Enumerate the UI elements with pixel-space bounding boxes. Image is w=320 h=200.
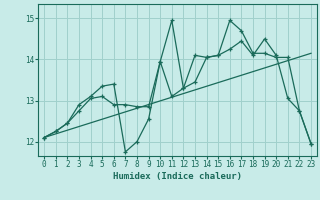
X-axis label: Humidex (Indice chaleur): Humidex (Indice chaleur) bbox=[113, 172, 242, 181]
